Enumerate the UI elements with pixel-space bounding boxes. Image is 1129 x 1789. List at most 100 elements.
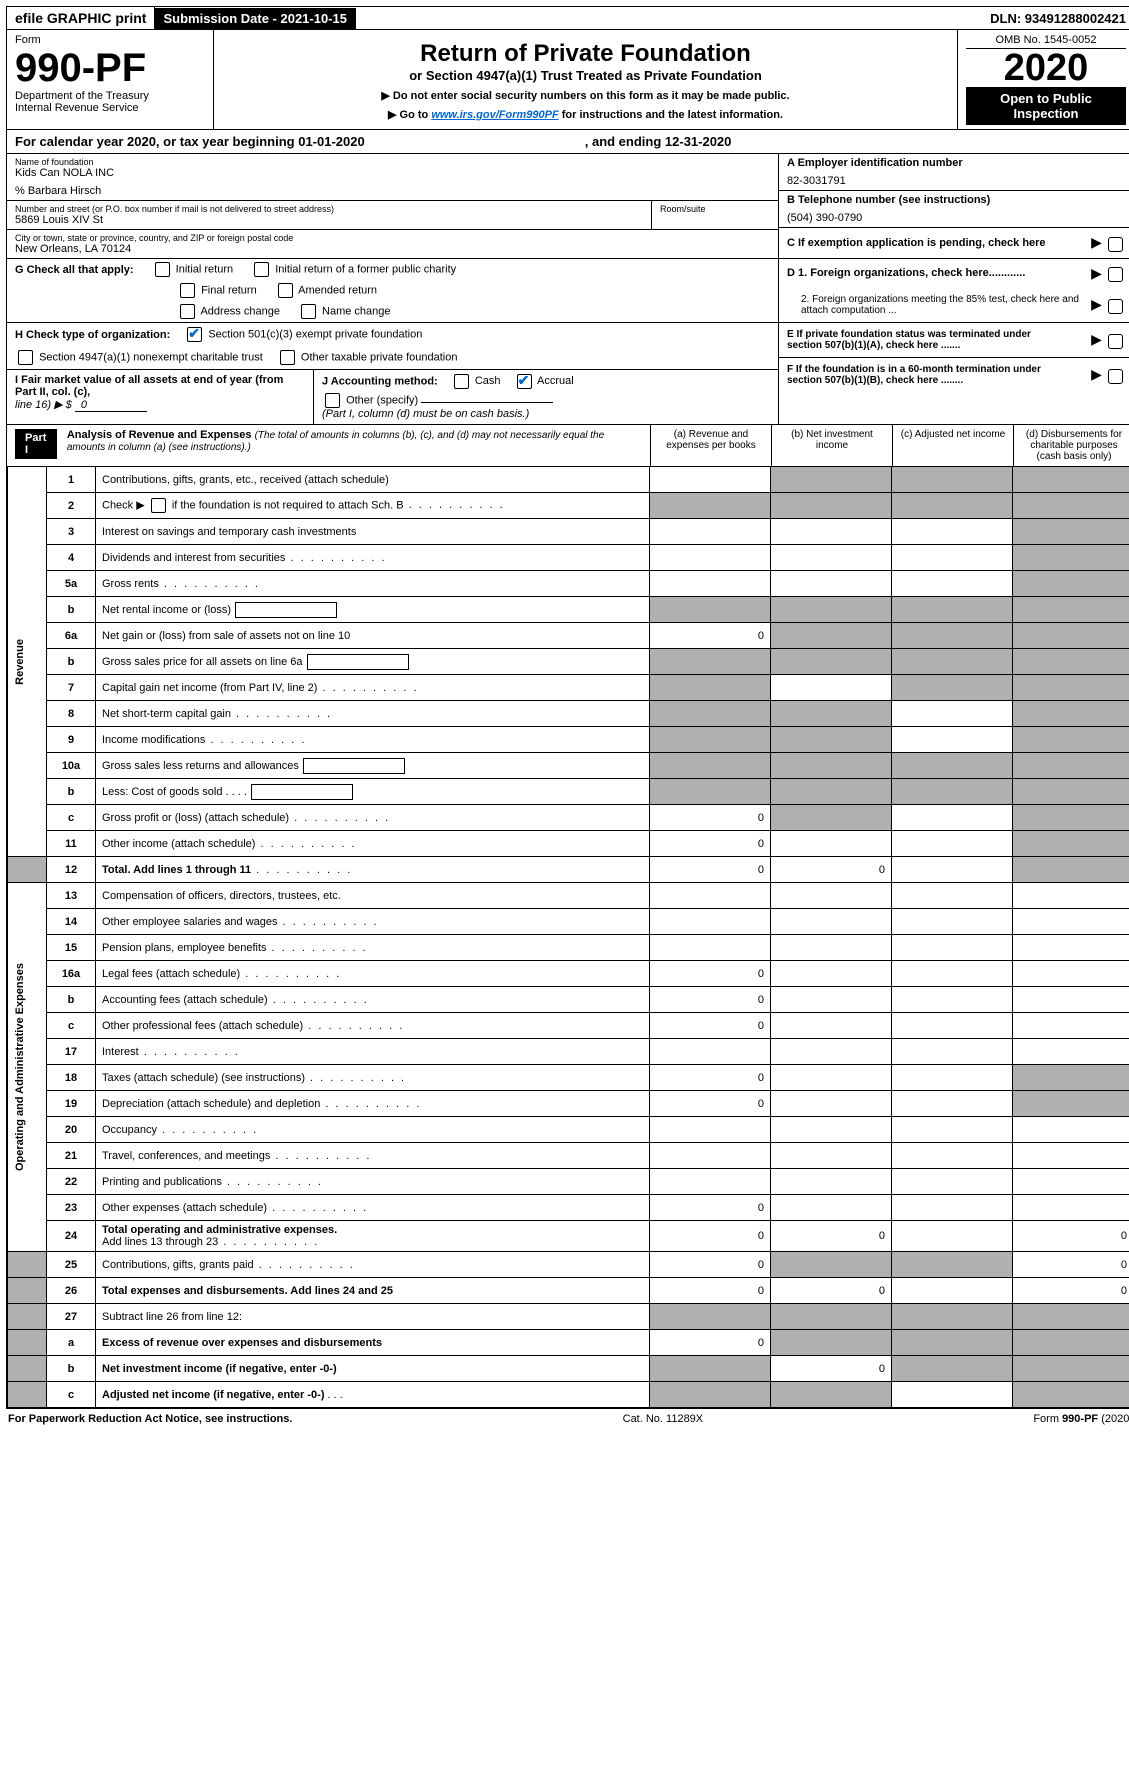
d-cell: D 1. Foreign organizations, check here..… (779, 259, 1129, 324)
cb-c[interactable] (1108, 237, 1123, 252)
footer-left: For Paperwork Reduction Act Notice, see … (8, 1413, 292, 1425)
cb-final-return[interactable] (180, 283, 195, 298)
table-row: 5aGross rents (8, 571, 1129, 597)
city-cell: City or town, state or province, country… (7, 230, 778, 259)
col-d-head: (d) Disbursements for charitable purpose… (1013, 425, 1129, 466)
form-number: 990-PF (15, 48, 205, 88)
addr-label: Number and street (or P.O. box number if… (15, 204, 643, 214)
entity-section: For calendar year 2020, or tax year begi… (6, 130, 1129, 425)
cb-other-method[interactable] (325, 393, 340, 408)
calendar-year-row: For calendar year 2020, or tax year begi… (7, 130, 1129, 154)
table-row: 24Total operating and administrative exp… (8, 1221, 1129, 1252)
table-row: bNet rental income or (loss) (8, 597, 1129, 623)
inline-5b[interactable] (235, 602, 337, 618)
j-o3: Other (specify) (346, 394, 418, 406)
table-row: 16aLegal fees (attach schedule)0 (8, 961, 1129, 987)
table-row: 8Net short-term capital gain (8, 701, 1129, 727)
cb-sch-b[interactable] (151, 498, 166, 513)
instr2-pre: ▶ Go to (388, 109, 431, 121)
table-row: 17Interest (8, 1039, 1129, 1065)
table-row: 20Occupancy (8, 1117, 1129, 1143)
cb-4947[interactable] (18, 350, 33, 365)
cb-accrual[interactable] (517, 374, 532, 389)
footer-right: Form Form 990-PF (2020)990-PF (2020) (1033, 1413, 1129, 1425)
cb-cash[interactable] (454, 374, 469, 389)
cb-other-taxable[interactable] (280, 350, 295, 365)
form-link[interactable]: www.irs.gov/Form990PF (431, 109, 558, 121)
table-row: 23Other expenses (attach schedule)0 (8, 1195, 1129, 1221)
open-public-badge: Open to Public Inspection (966, 87, 1126, 125)
h-row-1: H Check type of organization: Section 50… (7, 323, 778, 346)
table-row: 18Taxes (attach schedule) (see instructi… (8, 1065, 1129, 1091)
form-subtitle: or Section 4947(a)(1) Trust Treated as P… (222, 68, 949, 83)
table-row: 26Total expenses and disbursements. Add … (8, 1278, 1129, 1304)
g-o1: Initial return (176, 263, 233, 275)
table-row: 7Capital gain net income (from Part IV, … (8, 675, 1129, 701)
d2-label: 2. Foreign organizations meeting the 85%… (787, 294, 1081, 316)
j-o1: Cash (475, 375, 501, 387)
cb-address-change[interactable] (180, 304, 195, 319)
table-row: bGross sales price for all assets on lin… (8, 649, 1129, 675)
g-o4: Amended return (298, 284, 377, 296)
table-row: bLess: Cost of goods sold . . . . (8, 779, 1129, 805)
form-label: Form (15, 34, 205, 46)
i-value: 0 (75, 399, 147, 412)
c-label: C If exemption application is pending, c… (787, 237, 1046, 249)
dept-line-1: Department of the Treasury (15, 90, 205, 102)
care-of: % Barbara Hirsch (15, 185, 770, 197)
instr2-post: for instructions and the latest informat… (559, 109, 783, 121)
cb-d1[interactable] (1108, 267, 1123, 282)
g-o5: Address change (200, 305, 280, 317)
g-row-1: G Check all that apply: Initial return I… (7, 259, 778, 280)
header-row: Form 990-PF Department of the Treasury I… (6, 30, 1129, 130)
other-specify-line (421, 402, 553, 403)
ln: 1 (47, 467, 96, 493)
name-cell: Name of foundation Kids Can NOLA INC % B… (7, 154, 778, 201)
dln-label: DLN: 93491288002421 (982, 8, 1129, 29)
table-row: 2 Check ▶ if the foundation is not requi… (8, 493, 1129, 519)
name-label: Name of foundation (15, 157, 770, 167)
a-cell: A Employer identification number 82-3031… (779, 154, 1129, 191)
cb-name-change[interactable] (301, 304, 316, 319)
table-row: Operating and Administrative Expenses 13… (8, 883, 1129, 909)
cb-amended[interactable] (278, 283, 293, 298)
cb-d2[interactable] (1108, 299, 1123, 314)
efile-label[interactable]: efile GRAPHIC print (7, 7, 155, 29)
h-o3: Other taxable private foundation (301, 351, 458, 363)
inline-6b[interactable] (307, 654, 409, 670)
room-label: Room/suite (660, 204, 770, 214)
h-o1: Section 501(c)(3) exempt private foundat… (208, 328, 422, 340)
table-row: 25Contributions, gifts, grants paid00 (8, 1252, 1129, 1278)
g-label: G Check all that apply: (15, 264, 134, 276)
city-label: City or town, state or province, country… (15, 233, 770, 243)
tax-year: 2020 (966, 49, 1126, 87)
form-title: Return of Private Foundation (222, 40, 949, 68)
table-row: 12Total. Add lines 1 through 1100 (8, 857, 1129, 883)
title-block: Return of Private Foundation or Section … (214, 30, 958, 129)
cb-initial-return[interactable] (155, 262, 170, 277)
cal-begin: For calendar year 2020, or tax year begi… (15, 134, 365, 149)
h-row-2: Section 4947(a)(1) nonexempt charitable … (7, 346, 778, 370)
cb-f[interactable] (1108, 369, 1123, 384)
cb-501c3[interactable] (187, 327, 202, 342)
form-id-block: Form 990-PF Department of the Treasury I… (7, 30, 214, 129)
f-label: F If the foundation is in a 60-month ter… (787, 364, 1041, 386)
table-row: cAdjusted net income (if negative, enter… (8, 1382, 1129, 1408)
entity-left: Name of foundation Kids Can NOLA INC % B… (7, 154, 779, 424)
table-row: aExcess of revenue over expenses and dis… (8, 1330, 1129, 1356)
city-value: New Orleans, LA 70124 (15, 243, 770, 255)
f-cell: F If the foundation is in a 60-month ter… (779, 358, 1129, 392)
g-row-3: Address change Name change (7, 301, 778, 323)
i-block: I Fair market value of all assets at end… (7, 370, 314, 424)
j-block: J Accounting method: Cash Accrual Other … (314, 370, 778, 424)
inline-10a[interactable] (303, 758, 405, 774)
year-block: OMB No. 1545-0052 2020 Open to Public In… (958, 30, 1129, 129)
cb-e[interactable] (1108, 334, 1123, 349)
foundation-name: Kids Can NOLA INC (15, 167, 770, 179)
table-row: cOther professional fees (attach schedul… (8, 1013, 1129, 1039)
inline-10b[interactable] (251, 784, 353, 800)
c-cell: C If exemption application is pending, c… (779, 228, 1129, 259)
revenue-side: Revenue (8, 467, 47, 857)
cb-initial-former[interactable] (254, 262, 269, 277)
table-row: 27Subtract line 26 from line 12: (8, 1304, 1129, 1330)
